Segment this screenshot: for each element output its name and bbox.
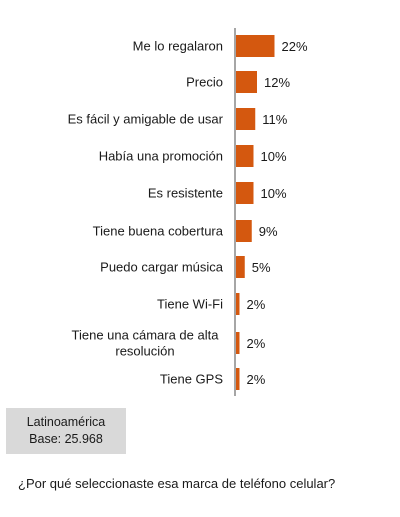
value-label-6: 9% [259,224,278,239]
category-label-2: Precio [186,75,223,90]
value-label-7: 5% [252,260,271,275]
base-count-label: Base: 25.968 [29,432,103,446]
region-label: Latinoamérica [26,415,106,429]
category-label-line: Precio [186,75,223,90]
bar-10 [236,368,240,390]
category-label-line: Tiene Wi-Fi [157,297,223,312]
bar-8 [236,293,240,315]
category-label-line: Había una promoción [99,149,223,164]
bar-1 [236,35,275,57]
bar-2 [236,71,257,93]
category-label-line: Puedo cargar música [100,260,224,275]
category-label-5: Es resistente [148,186,223,201]
category-label-line: Es resistente [148,186,223,201]
category-label-line: Tiene GPS [160,372,223,387]
bar-7 [236,256,245,278]
category-label-4: Había una promoción [99,149,223,164]
bar-5 [236,182,254,204]
bar-9 [236,332,240,354]
base-info-box: Latinoamérica Base: 25.968 [6,408,126,454]
category-label-9: Tiene una cámara de alta resolución [72,328,220,359]
value-labels: 22% 12% 11% 10% 10% 9% 5% 2% 2% 2% [247,39,308,387]
category-label-line: Tiene buena cobertura [93,224,224,239]
value-label-9: 2% [247,336,266,351]
survey-question: ¿Por qué seleccionaste esa marca de telé… [18,476,336,491]
value-label-3: 11% [262,112,287,127]
category-label-7: Puedo cargar música [100,260,224,275]
value-label-2: 12% [264,75,290,90]
category-label-1: Me lo regalaron [133,39,223,54]
value-label-4: 10% [261,149,287,164]
category-label-line: resolución [115,344,174,359]
bar-chart: Me lo regalaron Precio Es fácil y amigable… [68,28,308,396]
value-label-10: 2% [247,372,266,387]
category-label-8: Tiene Wi-Fi [157,297,223,312]
value-label-5: 10% [261,186,287,201]
category-label-3: Es fácil y amigable de usar [68,112,224,127]
bar-4 [236,145,254,167]
category-label-line: Tiene una cámara de alta [72,328,220,343]
value-label-8: 2% [247,297,266,312]
category-label-line: Me lo regalaron [133,39,223,54]
category-labels: Me lo regalaron Precio Es fácil y amigable… [68,39,224,387]
category-label-line: Es fácil y amigable de usar [68,112,224,127]
value-label-1: 22% [282,39,308,54]
bars [236,35,275,390]
bar-6 [236,220,252,242]
category-label-6: Tiene buena cobertura [93,224,224,239]
category-label-10: Tiene GPS [160,372,223,387]
bar-3 [236,108,256,130]
